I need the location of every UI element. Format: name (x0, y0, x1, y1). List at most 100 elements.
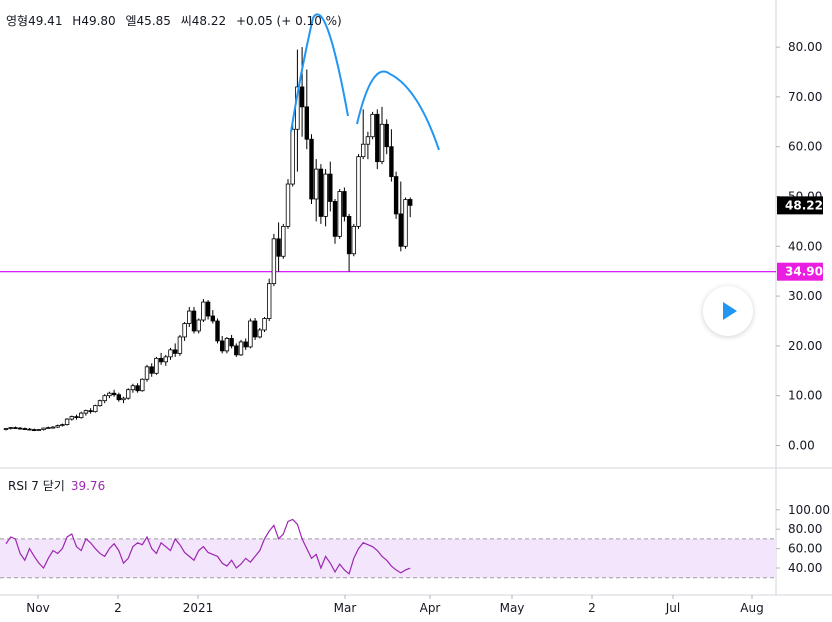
time-tick-label: Apr (420, 601, 441, 615)
time-axis: Nov 2 2021 Mar Apr May 2 Jul Aug (26, 595, 764, 615)
candle-body (168, 349, 173, 358)
candle-body (8, 427, 13, 429)
candle-body (393, 176, 399, 215)
candle-body (158, 357, 164, 363)
candle-body (318, 168, 324, 217)
candle-body (36, 429, 42, 431)
candle-body (74, 416, 79, 419)
candle-body (201, 301, 206, 321)
price-tick-label: 0.00 (788, 439, 815, 453)
last-price-label: 48.22 (785, 198, 823, 212)
candle (36, 429, 42, 432)
candle-body (238, 341, 244, 356)
candle (83, 409, 89, 416)
candle (271, 233, 277, 287)
low-label: 엘 (125, 14, 137, 28)
candle-body (285, 183, 291, 227)
candle (191, 307, 197, 334)
candle (69, 415, 74, 421)
candle (154, 356, 159, 375)
play-icon (723, 302, 737, 320)
high-value: 49.80 (81, 14, 116, 28)
candle-body (172, 349, 178, 354)
time-tick-label: Mar (334, 601, 357, 615)
candle-body (41, 427, 46, 430)
candle-body (403, 199, 408, 247)
candle-body (83, 410, 89, 414)
candle-body (309, 138, 314, 200)
candle-body (379, 123, 385, 163)
candle-body (60, 424, 65, 426)
rsi-tick-label: 60.00 (788, 542, 822, 556)
candle-body (398, 213, 403, 247)
candle (234, 343, 239, 357)
candle (79, 411, 84, 419)
candle (55, 424, 60, 429)
candle (196, 318, 201, 334)
candle-body (375, 113, 380, 163)
candle-body (389, 146, 394, 177)
candle (318, 164, 324, 224)
candle (177, 334, 183, 356)
candle (295, 49, 300, 172)
candle (27, 428, 32, 431)
play-button[interactable] (703, 286, 753, 336)
candle-body (187, 310, 192, 324)
candle-body (219, 340, 225, 352)
candle-body (346, 216, 352, 255)
candle (182, 321, 187, 341)
candle-body (69, 416, 74, 420)
candle (384, 119, 389, 155)
candle (168, 347, 173, 360)
price-tick-label: 10.00 (788, 389, 822, 403)
candle-body (370, 113, 375, 138)
candle (266, 278, 272, 321)
candle-body (154, 357, 159, 374)
candle-body (130, 385, 136, 391)
candle (74, 414, 79, 420)
candle (346, 213, 352, 272)
candle-body (50, 426, 56, 429)
rsi-tick-label: 80.00 (788, 522, 822, 536)
candle (135, 383, 140, 393)
candle-body (149, 366, 154, 374)
candle (313, 159, 319, 222)
candle (32, 428, 37, 432)
candle-body (332, 201, 338, 237)
rsi-line (5, 518, 411, 575)
candle (379, 106, 385, 165)
candle-body (384, 123, 389, 148)
pattern-head-arc (290, 13, 349, 133)
time-tick-label: 2 (114, 601, 122, 615)
candle (224, 336, 230, 354)
candle-body (163, 356, 168, 363)
candlestick-series (3, 47, 413, 432)
candle (403, 197, 408, 249)
support-price-label: 34.90 (785, 265, 823, 279)
rsi-pane (0, 518, 776, 579)
candle (398, 181, 403, 252)
time-tick-label: May (500, 601, 525, 615)
candle (219, 335, 225, 354)
candle (299, 47, 305, 137)
candle-body (271, 238, 277, 285)
time-tick-label: Nov (26, 601, 49, 615)
candle (215, 318, 220, 344)
candle (290, 124, 295, 187)
candle-body (229, 338, 234, 347)
candle-body (323, 173, 328, 217)
price-badges: 48.22 34.90 (777, 196, 823, 281)
time-tick-label: Jul (665, 601, 680, 615)
candle (229, 334, 234, 349)
candle-body (299, 86, 305, 108)
candle (13, 426, 18, 430)
candle-body (97, 400, 103, 407)
candle (351, 223, 356, 257)
candle-body (407, 199, 413, 206)
candle (126, 388, 131, 400)
price-tick-label: 70.00 (788, 90, 822, 104)
candle (102, 394, 107, 404)
price-tick-label: 20.00 (788, 339, 822, 353)
candle (257, 327, 262, 339)
